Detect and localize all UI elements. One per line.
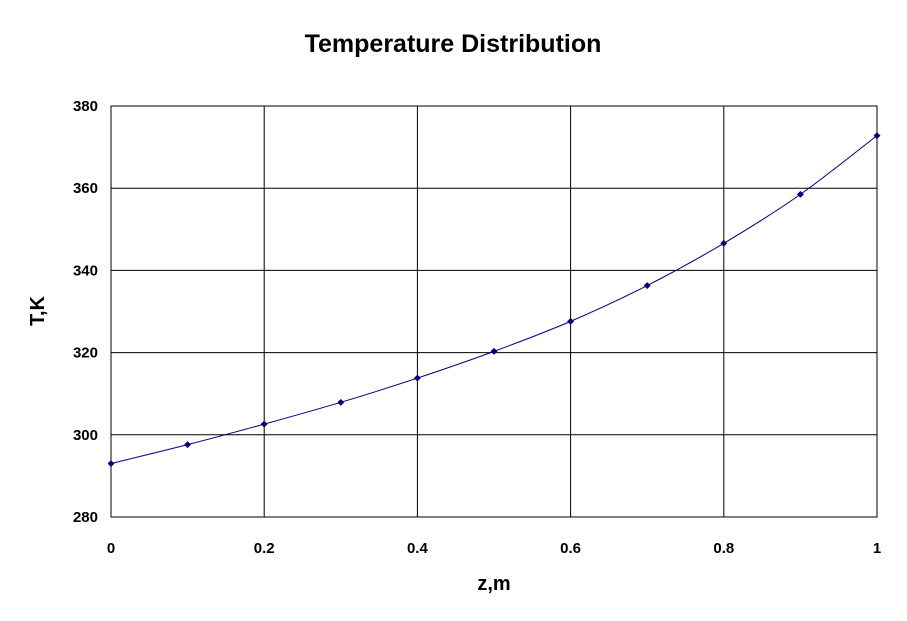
y-tick-label: 280 [73,509,98,526]
x-axis-ticks: 0 0.2 0.4 0.6 0.8 1 [107,540,881,557]
series-line [110,135,878,465]
y-tick-label: 300 [73,427,98,444]
x-tick-label: 0.8 [713,540,734,557]
x-tick-label: 0.4 [407,540,429,557]
y-tick-label: 340 [73,262,98,279]
y-tick-label: 320 [73,345,98,362]
data-point-marker [490,347,498,355]
data-point-marker [107,460,115,468]
plot-area-border [110,105,878,518]
data-point-marker [643,282,651,290]
data-point-marker [873,132,881,140]
x-tick-label: 0 [107,540,115,557]
data-point-marker [184,441,192,449]
series-group [107,132,881,468]
data-point-marker [567,317,575,325]
x-tick-label: 0.6 [560,540,581,557]
x-tick-label: 1 [873,540,881,557]
data-point-marker [720,239,728,247]
data-point-marker [796,190,804,198]
y-tick-label: 380 [73,98,98,115]
y-tick-label: 360 [73,180,98,197]
x-tick-label: 0.2 [254,540,275,557]
data-point-marker [413,374,421,382]
y-axis-label: T,K [27,295,49,326]
data-point-marker [260,420,268,428]
data-point-marker [337,398,345,406]
y-axis-ticks: 280 300 320 340 360 380 [73,98,98,526]
chart-title: Temperature Distribution [305,30,602,58]
x-axis-label: z,m [477,573,510,595]
